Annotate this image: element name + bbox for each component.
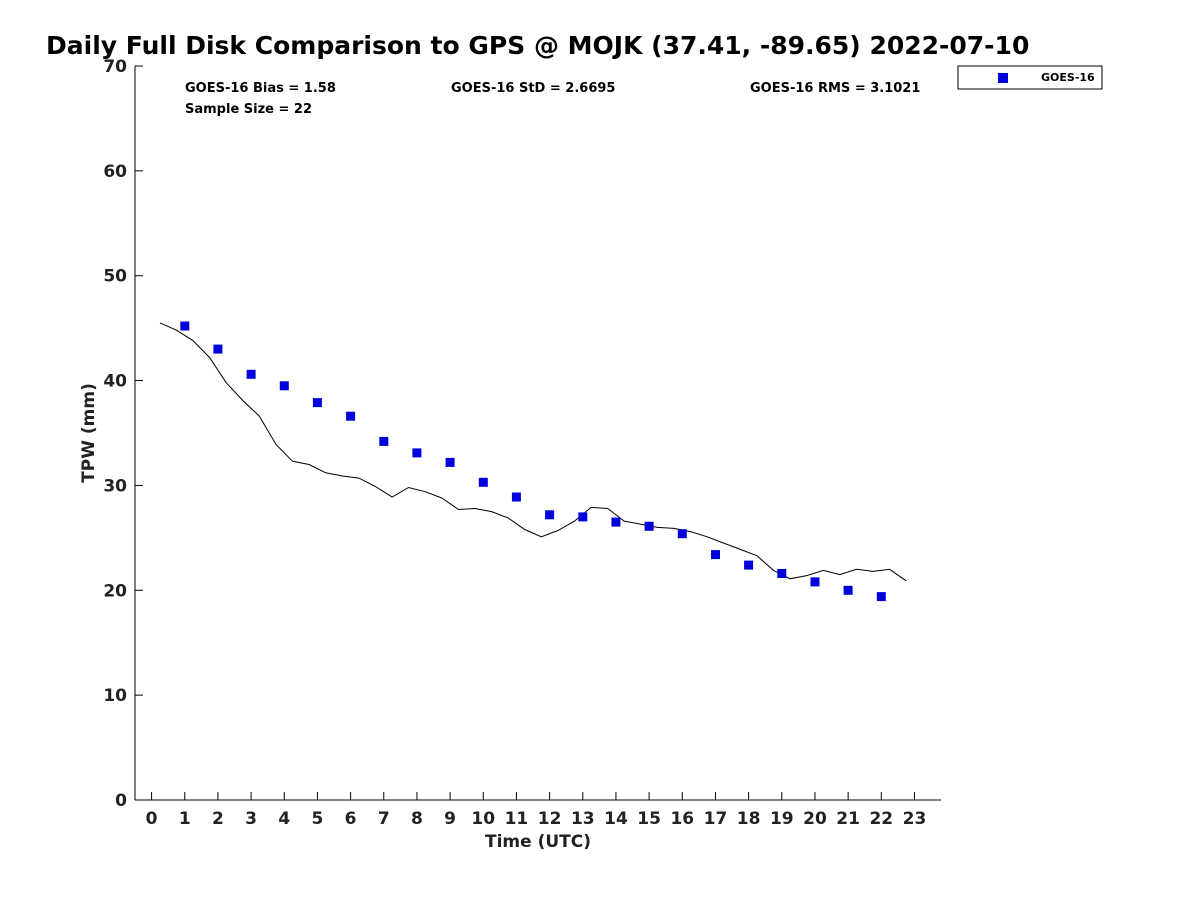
chart-title: Daily Full Disk Comparison to GPS @ MOJK… bbox=[46, 31, 1029, 60]
goes16-point bbox=[312, 398, 322, 408]
legend-label-goes16: GOES-16 bbox=[1041, 71, 1095, 84]
goes16-point bbox=[843, 585, 853, 595]
x-axis-label: Time (UTC) bbox=[485, 832, 591, 852]
goes16-point bbox=[511, 492, 521, 502]
x-tick-label: 14 bbox=[604, 809, 628, 829]
x-tick-label: 19 bbox=[770, 809, 794, 829]
x-tick-label: 11 bbox=[505, 809, 529, 829]
x-tick-label: 3 bbox=[245, 809, 257, 829]
x-tick-label: 13 bbox=[571, 809, 595, 829]
x-tick-label: 16 bbox=[670, 809, 694, 829]
x-tick-label: 6 bbox=[345, 809, 357, 829]
x-ticks: 0 1 2 3 4 5 6 7 8 9 10 11 12 13 14 15 16 17 18 19 20 21 22 23 bbox=[146, 792, 927, 829]
x-tick-label: 10 bbox=[471, 809, 495, 829]
x-tick-label: 8 bbox=[411, 809, 423, 829]
y-tick-label: 0 bbox=[115, 791, 127, 811]
y-tick-label: 50 bbox=[103, 267, 127, 287]
goes16-point bbox=[611, 517, 621, 527]
goes16-point bbox=[644, 521, 654, 531]
y-tick-label: 20 bbox=[103, 581, 127, 601]
goes16-point bbox=[180, 321, 190, 331]
y-axis-label: TPW (mm) bbox=[79, 383, 99, 483]
x-tick-label: 9 bbox=[444, 809, 456, 829]
goes16-point bbox=[777, 569, 787, 578]
x-tick-label: 1 bbox=[179, 809, 191, 829]
goes16-point bbox=[578, 512, 588, 522]
x-tick-label: 23 bbox=[903, 809, 927, 829]
goes16-point bbox=[677, 529, 687, 539]
axes bbox=[134, 66, 941, 801]
x-tick-label: 17 bbox=[704, 809, 728, 829]
stat-bias: GOES-16 Bias = 1.58 bbox=[185, 81, 336, 96]
goes16-point bbox=[711, 550, 720, 560]
goes16-point bbox=[445, 457, 455, 467]
goes16-point bbox=[744, 560, 754, 570]
goes16-point bbox=[379, 436, 389, 446]
legend: GOES-16 bbox=[957, 65, 1103, 90]
y-ticks: 0 10 20 30 40 50 60 70 bbox=[103, 57, 143, 811]
x-tick-label: 2 bbox=[212, 809, 224, 829]
x-tick-label: 18 bbox=[737, 809, 761, 829]
goes16-point bbox=[346, 411, 356, 421]
goes16-point bbox=[810, 577, 820, 587]
y-tick-label: 60 bbox=[103, 162, 127, 182]
series-layer bbox=[159, 321, 907, 602]
stat-sample-size: Sample Size = 22 bbox=[185, 102, 312, 117]
x-tick-label: 22 bbox=[869, 809, 893, 829]
x-tick-label: 20 bbox=[803, 809, 827, 829]
x-tick-label: 12 bbox=[538, 809, 562, 829]
stat-rms: GOES-16 RMS = 3.1021 bbox=[750, 81, 920, 96]
y-tick-label: 30 bbox=[103, 476, 127, 496]
x-tick-label: 4 bbox=[278, 809, 290, 829]
goes16-point bbox=[279, 381, 289, 391]
x-tick-label: 0 bbox=[146, 809, 158, 829]
x-tick-label: 5 bbox=[312, 809, 324, 829]
stat-std: GOES-16 StD = 2.6695 bbox=[451, 81, 615, 96]
gps-line bbox=[159, 322, 907, 582]
legend-marker bbox=[998, 73, 1008, 83]
y-tick-label: 40 bbox=[103, 372, 127, 392]
y-tick-label: 70 bbox=[103, 57, 127, 77]
y-tick-label: 10 bbox=[103, 686, 127, 706]
x-tick-label: 7 bbox=[378, 809, 390, 829]
goes16-point bbox=[545, 510, 555, 520]
x-tick-label: 15 bbox=[637, 809, 661, 829]
goes16-point bbox=[876, 592, 886, 602]
goes16-point bbox=[412, 448, 422, 458]
x-tick-label: 21 bbox=[836, 809, 860, 829]
goes16-point bbox=[213, 344, 223, 354]
legend-box bbox=[957, 65, 1103, 90]
goes16-point bbox=[478, 477, 488, 487]
goes16-point bbox=[246, 369, 256, 379]
